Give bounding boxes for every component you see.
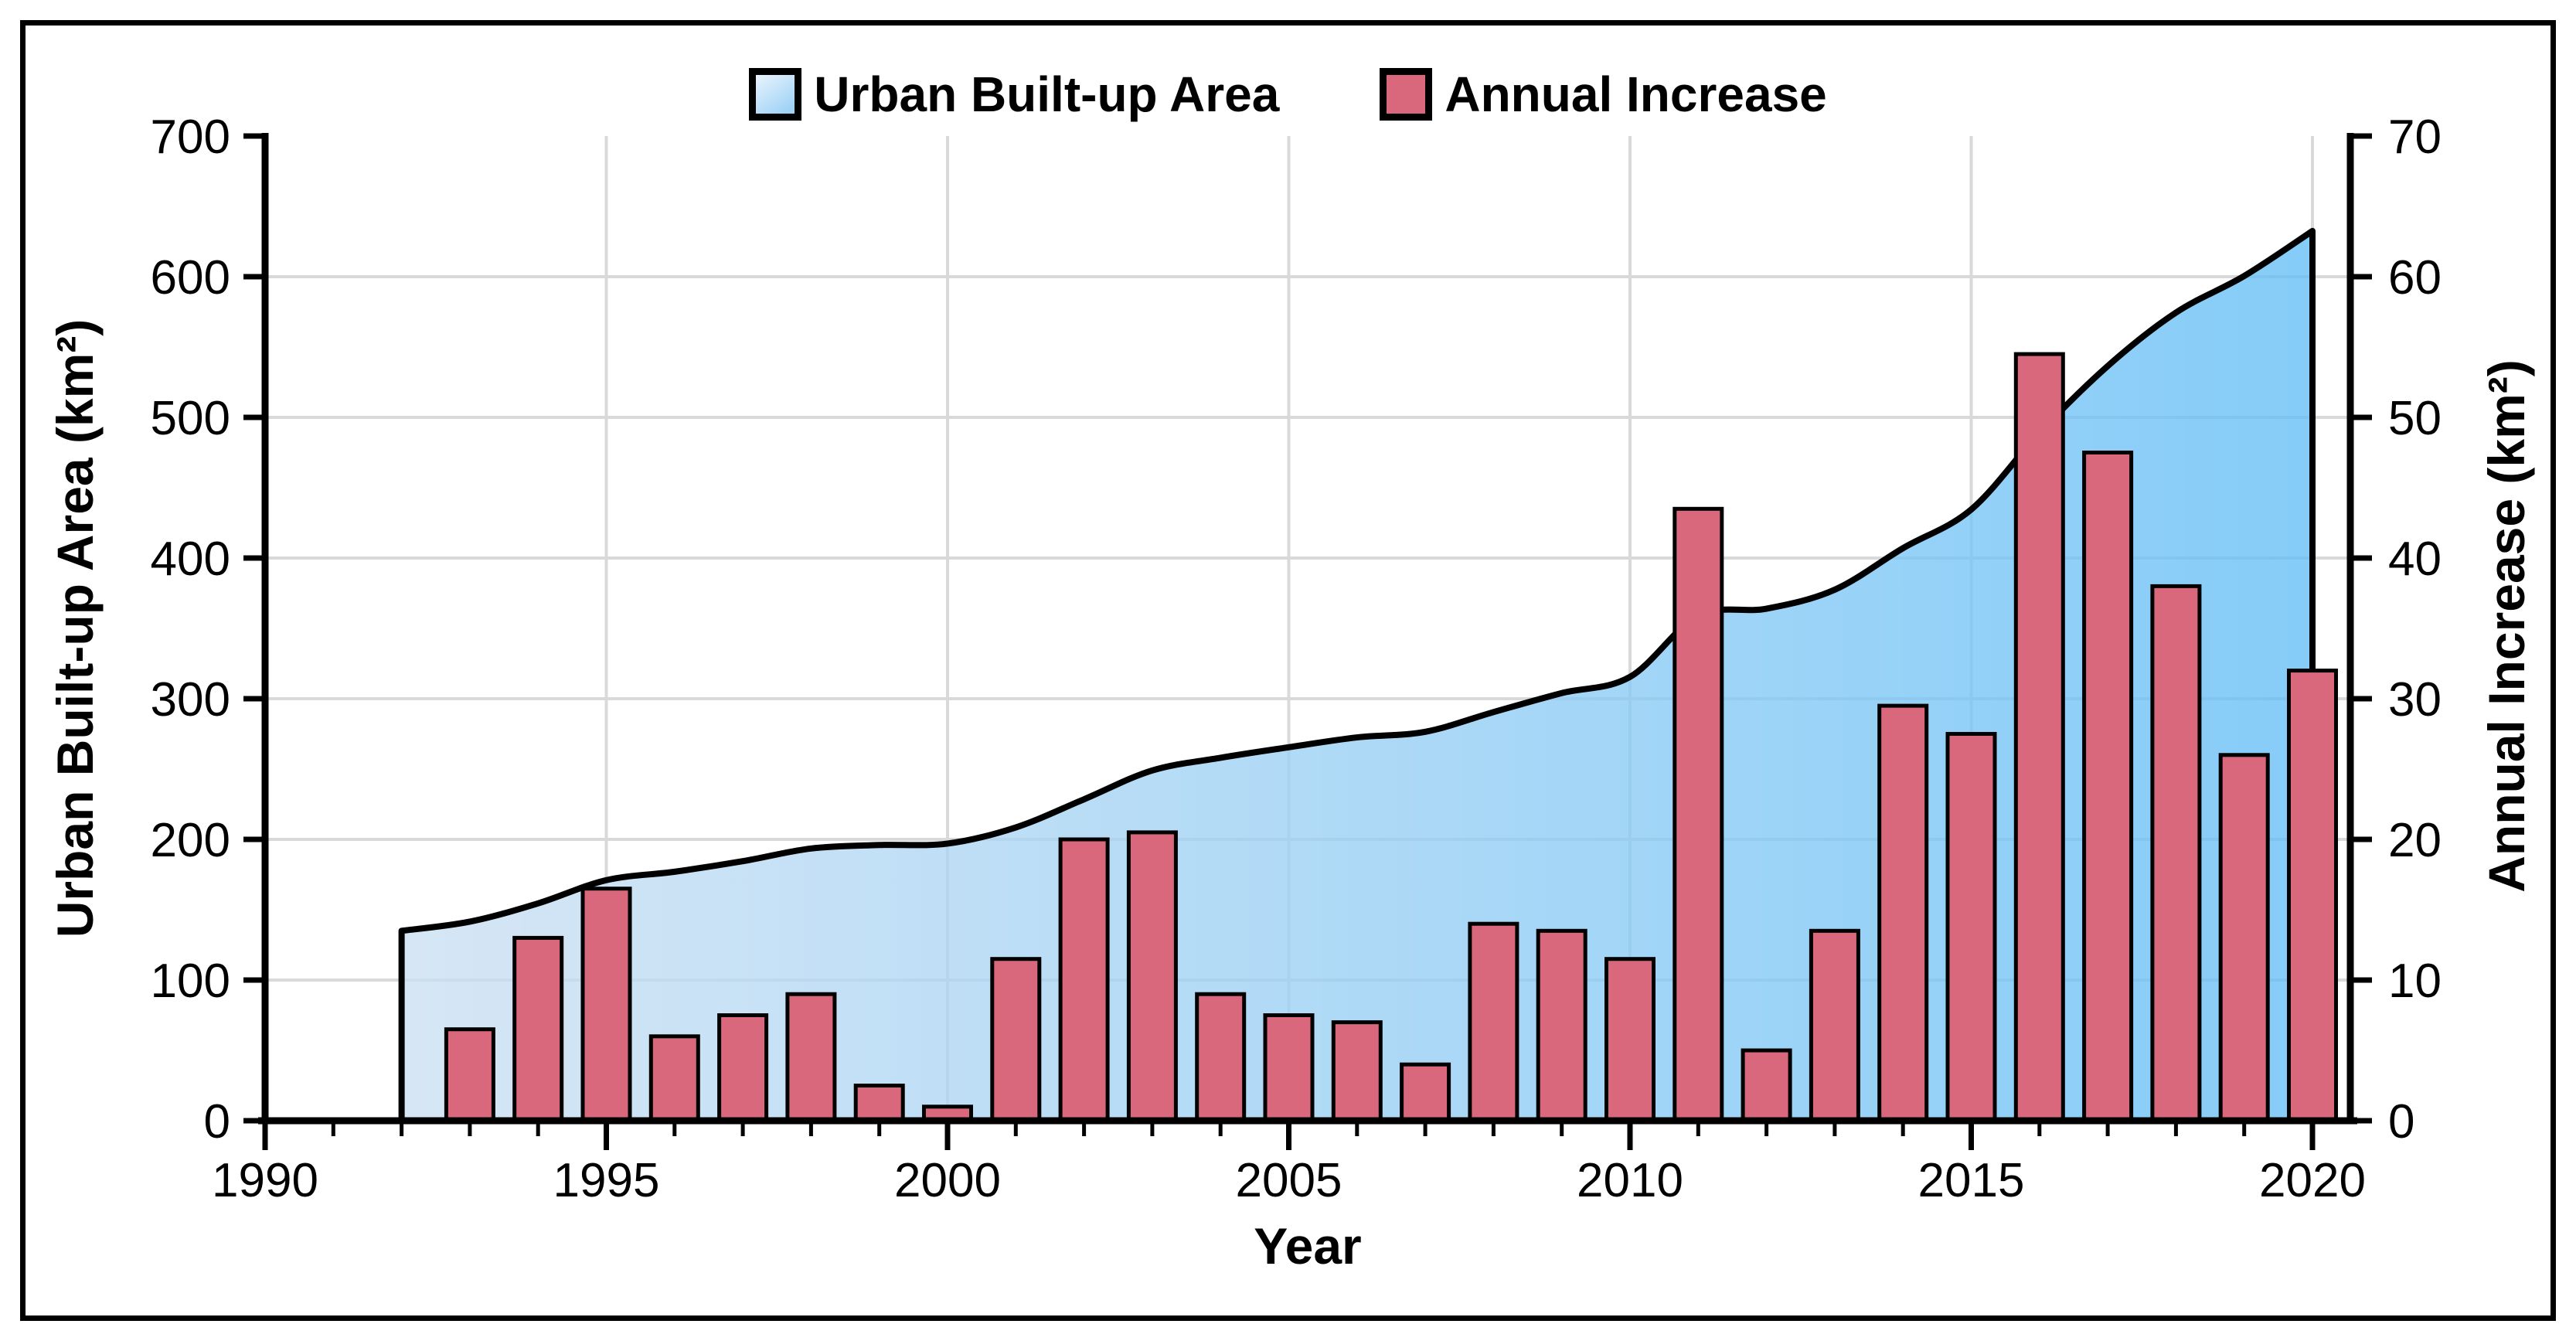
bar-2011 <box>1673 506 1724 1123</box>
bar-1993 <box>444 1027 495 1123</box>
x-tick-label-2015: 2015 <box>1918 1154 2025 1207</box>
bar-2014 <box>1877 703 1929 1123</box>
legend-item-annual-increase: Annual Increase <box>1380 66 1827 122</box>
bar-1998 <box>785 992 837 1123</box>
y-right-tick-label-0: 0 <box>2388 1095 2414 1149</box>
x-tick-label-1990: 1990 <box>212 1154 318 1207</box>
y-axis-right-title: Annual Increase (km²) <box>2478 359 2535 893</box>
x-tick-label-1995: 1995 <box>553 1154 660 1207</box>
bar-1997 <box>717 1013 769 1123</box>
bar-2005 <box>1263 1013 1315 1123</box>
y-left-tick-label-300: 300 <box>151 673 230 727</box>
bar-2016 <box>2013 352 2065 1123</box>
bar-2018 <box>2150 584 2202 1123</box>
legend-swatch-bar-icon <box>1380 68 1433 121</box>
y-right-tick-label-70: 70 <box>2388 111 2442 164</box>
bar-1995 <box>580 887 632 1123</box>
bar-2001 <box>990 957 1042 1123</box>
legend-swatch-area-icon <box>749 68 802 121</box>
y-right-tick-label-20: 20 <box>2388 814 2442 867</box>
bar-2006 <box>1331 1020 1383 1123</box>
y-right-tick-label-10: 10 <box>2388 955 2442 1008</box>
y-right-tick-label-30: 30 <box>2388 673 2442 727</box>
x-tick-label-2005: 2005 <box>1236 1154 1342 1207</box>
bar-2008 <box>1468 921 1519 1123</box>
bar-2007 <box>1400 1062 1451 1123</box>
bar-2003 <box>1126 830 1178 1123</box>
figure-border <box>20 20 2556 1321</box>
bar-2002 <box>1058 837 1110 1123</box>
axes: 0 100 200 300 400 500 600 700 0 10 20 30 40 50 60 70 199… <box>151 111 2442 1207</box>
legend-item-urban-built-up-area: Urban Built-up Area <box>749 68 1279 121</box>
bar-1999 <box>853 1084 905 1123</box>
bar-2012 <box>1741 1048 1792 1123</box>
y-left-tick-label-500: 500 <box>151 392 230 445</box>
legend-label-annual-increase: Annual Increase <box>1445 66 1827 122</box>
y-left-tick-label-0: 0 <box>204 1095 230 1149</box>
x-tick-label-2000: 2000 <box>894 1154 1001 1207</box>
x-tick-label-2020: 2020 <box>2259 1154 2366 1207</box>
legend-label-urban-built-up-area: Urban Built-up Area <box>814 66 1280 122</box>
x-tick-label-2010: 2010 <box>1577 1154 1683 1207</box>
bar-series-annual-increase <box>444 352 2338 1123</box>
bar-2017 <box>2082 451 2134 1123</box>
y-right-tick-label-50: 50 <box>2388 392 2442 445</box>
bar-2019 <box>2218 753 2270 1123</box>
y-right-tick-label-60: 60 <box>2388 251 2442 305</box>
y-left-tick-label-200: 200 <box>151 814 230 867</box>
y-right-tick-label-40: 40 <box>2388 533 2442 586</box>
bar-2015 <box>1945 732 1997 1123</box>
bar-2004 <box>1195 992 1247 1123</box>
y-left-tick-label-600: 600 <box>151 251 230 305</box>
bar-2009 <box>1536 928 1587 1123</box>
x-axis-title: Year <box>1254 1217 1362 1275</box>
y-left-tick-label-700: 700 <box>151 111 230 164</box>
bar-2020 <box>2287 669 2338 1123</box>
bar-1994 <box>512 935 564 1123</box>
bar-2010 <box>1604 957 1656 1123</box>
bar-1996 <box>648 1034 700 1123</box>
y-left-tick-label-100: 100 <box>151 955 230 1008</box>
y-axis-left-title: Urban Built-up Area (km²) <box>46 318 104 938</box>
y-left-tick-label-400: 400 <box>151 533 230 586</box>
legend: Urban Built-up Area Annual Increase <box>0 68 2576 121</box>
bar-2013 <box>1809 928 1860 1123</box>
